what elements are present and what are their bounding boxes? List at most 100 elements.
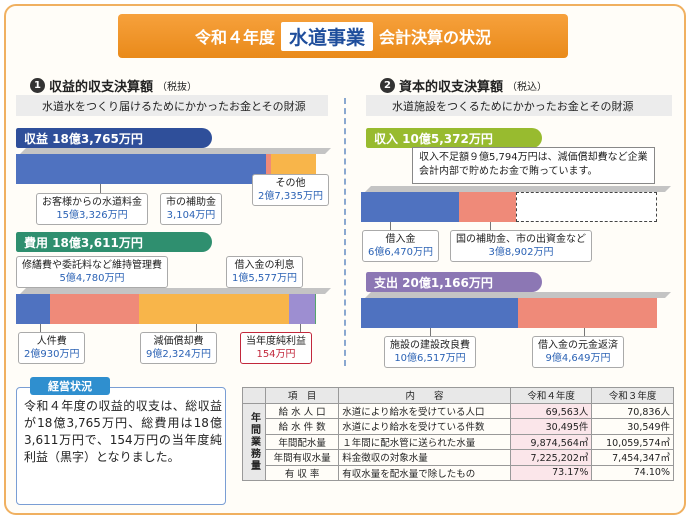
bar-segment: [361, 298, 518, 328]
label-text: お客様からの水道料金: [42, 197, 142, 208]
table-cell-item: 給 水 件 数: [264, 418, 340, 435]
revenue-section-heading: 1 収益的収支決算額 （税抜）: [30, 76, 197, 95]
label-text: 減価償却費: [153, 336, 204, 347]
label-value: 5億4,780万円: [59, 273, 125, 284]
label-value: 15億3,326万円: [56, 210, 128, 221]
table-cell-desc: １年間に配水管に送られた水量: [338, 433, 511, 450]
section-note: （税込）: [507, 82, 548, 93]
label-text: 借入金の元金返済: [538, 340, 618, 351]
table-cell-current: 30,495件: [509, 418, 593, 435]
table-cell-item: 年間配水量: [264, 433, 340, 450]
label-value: 10億6,517万円: [394, 353, 466, 364]
bar-segment: [266, 154, 272, 184]
bar-segment: [50, 294, 140, 324]
label-text: その他: [275, 178, 306, 189]
table-row: 年間配水量 １年間に配水管に送られた水量 9,874,564㎥ 10,059,574㎥: [243, 433, 674, 450]
bar-segment: [361, 192, 459, 222]
label-value: 154万円: [256, 349, 296, 360]
table-corner: [242, 387, 266, 404]
capital-section-heading: 2 資本的収支決算額 （税込）: [380, 76, 547, 95]
shortfall-segment: [516, 192, 657, 222]
revenue-income-tag: 収益 18億3,765万円: [16, 128, 212, 148]
leader-line: [300, 324, 301, 334]
section-number: 2: [380, 78, 395, 93]
expense-label-personnel: 人件費 2億930万円: [18, 332, 86, 364]
table-row: 有 収 率有収水量を配水量で除したもの 73.17% 74.10%: [243, 464, 674, 481]
table-header-row: 項 目 内 容 令和４年度 令和３年度: [242, 387, 674, 404]
capital-income-tag: 収入 10億5,372万円: [366, 128, 542, 148]
table-cell-desc: 有収水量を配水量で除したもの: [338, 464, 511, 481]
table-row: 年間業務量給 水 人 口水道により給水を受けている人口 69,563人 70,836…: [242, 402, 674, 481]
income-label-other: その他 2億7,335万円: [252, 174, 329, 206]
leader-line: [430, 328, 431, 338]
table-row: 年間有収水量 料金徴収の対象水量 7,225,202㎥ 7,454,347㎥: [243, 449, 674, 466]
capital-expense-label-construction: 施設の建設改良費 10億6,517万円: [384, 336, 476, 368]
table-cell-item: 給 水 人 口: [264, 402, 340, 419]
table-cell-desc: 水道により給水を受けている件数: [338, 418, 511, 435]
table-header: 令和４年度: [509, 387, 593, 404]
revenue-income-bar: [16, 154, 316, 184]
section-title: 資本的収支決算額: [399, 80, 504, 95]
bar-segment: [517, 298, 657, 328]
revenue-expense-bar: [16, 294, 316, 324]
expense-label-maintenance: 修繕費や委託料など維持管理費 5億4,780万円: [16, 256, 168, 288]
table-cell-desc: 水道により給水を受けている人口: [338, 402, 511, 419]
capital-section-description: 水道施設をつくるためにかかったお金とその財源: [366, 95, 672, 116]
table-cell-desc: 料金徴収の対象水量: [338, 449, 511, 466]
label-value: 3,104万円: [166, 210, 216, 221]
table-cell-previous: 7,454,347㎥: [591, 449, 674, 466]
revenue-expense-tag: 費用 18億3,611万円: [16, 232, 212, 252]
title-prefix: 令和４年度: [194, 28, 275, 47]
table-cell-item: 有 収 率: [264, 464, 340, 481]
label-text: 市の補助金: [166, 197, 216, 208]
label-text: 国の補助金、市の出資金など: [456, 234, 586, 245]
section-title: 収益的収支決算額: [49, 80, 154, 95]
table-cell-previous: 74.10%: [591, 464, 674, 481]
title-suffix: 会計決算の状況: [379, 28, 492, 47]
label-value: 3億8,902万円: [488, 247, 554, 258]
label-text: 人件費: [36, 336, 67, 347]
expense-label-interest: 借入金の利息 1億5,577万円: [226, 256, 303, 288]
leader-line: [584, 328, 585, 338]
label-text: 借入金: [385, 234, 416, 245]
expense-label-net-profit: 当年度純利益 154万円: [240, 332, 312, 364]
revenue-section-description: 水道水をつくり届けるためにかかったお金とその財源: [16, 95, 328, 116]
table-header: 内 容: [338, 387, 511, 404]
summary-tag: 経営状況: [30, 377, 110, 395]
leader-line: [40, 324, 41, 334]
table-cell-current: 7,225,202㎥: [509, 449, 593, 466]
table-cell-previous: 10,059,574㎥: [591, 433, 674, 450]
section-number: 1: [30, 78, 45, 93]
label-text: 借入金の利息: [234, 260, 295, 271]
label-value: 9億2,324万円: [146, 349, 211, 360]
section-note: （税抜）: [157, 82, 198, 93]
operations-table: 項 目 内 容 令和４年度 令和３年度 年間業務量給 水 人 口水道により給水を…: [242, 387, 674, 481]
table-row: 給 水 件 数水道により給水を受けている件数 30,495件 30,549件: [243, 418, 674, 435]
table-cell-current: 9,874,564㎥: [509, 433, 593, 450]
summary-text: 令和４年度の収益的収支は、総収益が18億3,765万円、総費用は18億3,611…: [24, 399, 222, 464]
label-text: 当年度純利益: [246, 336, 306, 347]
table-cell-current: 73.17%: [509, 464, 593, 481]
income-label-city-subsidy: 市の補助金 3,104万円: [160, 193, 222, 225]
expense-label-depreciation: 減価償却費 9億2,324万円: [140, 332, 217, 364]
capital-income-bar: [361, 192, 657, 222]
table-cell-current: 69,563人: [509, 402, 593, 419]
label-value: 1億5,577万円: [232, 273, 297, 284]
section-divider: [344, 98, 346, 366]
shortfall-note: 収入不足額９億5,794万円は、減価償却費など企業会計内部で貯めたお金で賄ってい…: [412, 147, 655, 184]
bar-segment: [16, 294, 51, 324]
table-header: 令和３年度: [591, 387, 674, 404]
label-value: 2億7,335万円: [258, 191, 323, 202]
leader-line: [390, 222, 391, 232]
label-value: 6億6,470万円: [368, 247, 433, 258]
bar-segment: [458, 192, 517, 222]
table-side-label: 年間業務量: [242, 402, 266, 481]
label-value: 2億930万円: [24, 349, 80, 360]
label-text: 修繕費や委託料など維持管理費: [22, 260, 162, 271]
label-value: 9億4,649万円: [545, 353, 611, 364]
leader-line: [196, 324, 197, 334]
table-header: 項 目: [264, 387, 340, 404]
bar-segment: [16, 154, 267, 184]
capital-expense-tag: 支出 20億1,166万円: [366, 272, 542, 292]
bar-segment: [289, 294, 315, 324]
